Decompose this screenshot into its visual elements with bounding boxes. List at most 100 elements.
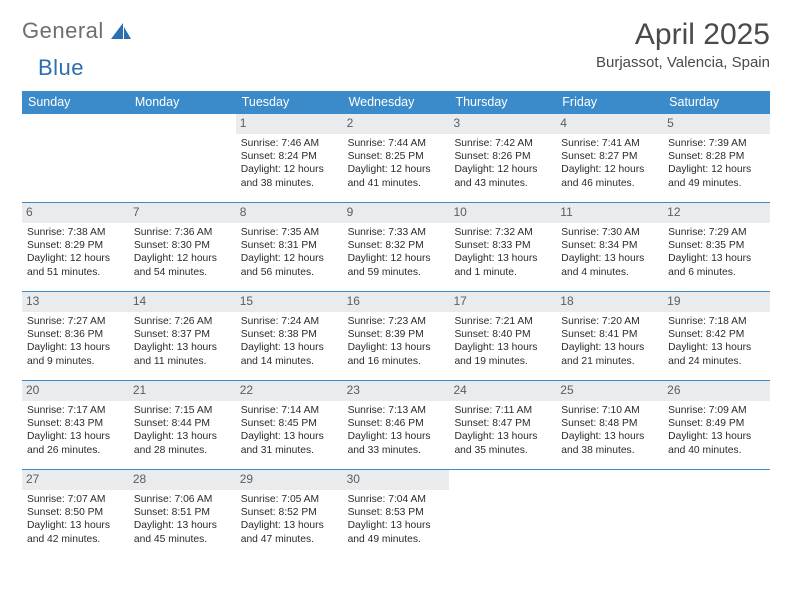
day-body: Sunrise: 7:17 AMSunset: 8:43 PMDaylight:… — [22, 401, 129, 462]
day-cell — [22, 114, 129, 202]
daylight-line1: Daylight: 12 hours — [241, 252, 338, 265]
day-cell: 21Sunrise: 7:15 AMSunset: 8:44 PMDayligh… — [129, 381, 236, 469]
day-body: Sunrise: 7:09 AMSunset: 8:49 PMDaylight:… — [663, 401, 770, 462]
daylight-line1: Daylight: 13 hours — [561, 252, 658, 265]
daylight-line2: and 43 minutes. — [454, 177, 551, 190]
day-number: 1 — [236, 114, 343, 134]
sunrise-text: Sunrise: 7:23 AM — [348, 315, 445, 328]
day-body: Sunrise: 7:24 AMSunset: 8:38 PMDaylight:… — [236, 312, 343, 373]
day-body: Sunrise: 7:30 AMSunset: 8:34 PMDaylight:… — [556, 223, 663, 284]
daylight-line2: and 33 minutes. — [348, 444, 445, 457]
sunrise-text: Sunrise: 7:38 AM — [27, 226, 124, 239]
sunset-text: Sunset: 8:44 PM — [134, 417, 231, 430]
day-number: 15 — [236, 292, 343, 312]
daylight-line1: Daylight: 12 hours — [668, 163, 765, 176]
day-cell — [449, 470, 556, 558]
brand-word2: Blue — [38, 55, 84, 80]
day-number: 4 — [556, 114, 663, 134]
day-number: 22 — [236, 381, 343, 401]
daylight-line2: and 28 minutes. — [134, 444, 231, 457]
sunset-text: Sunset: 8:32 PM — [348, 239, 445, 252]
week-row: 6Sunrise: 7:38 AMSunset: 8:29 PMDaylight… — [22, 202, 770, 291]
day-body: Sunrise: 7:29 AMSunset: 8:35 PMDaylight:… — [663, 223, 770, 284]
sunrise-text: Sunrise: 7:05 AM — [241, 493, 338, 506]
sunrise-text: Sunrise: 7:33 AM — [348, 226, 445, 239]
day-cell: 10Sunrise: 7:32 AMSunset: 8:33 PMDayligh… — [449, 203, 556, 291]
week-row: 27Sunrise: 7:07 AMSunset: 8:50 PMDayligh… — [22, 469, 770, 558]
day-cell: 5Sunrise: 7:39 AMSunset: 8:28 PMDaylight… — [663, 114, 770, 202]
title-block: April 2025 Burjassot, Valencia, Spain — [596, 18, 770, 71]
daylight-line2: and 51 minutes. — [27, 266, 124, 279]
sunrise-text: Sunrise: 7:36 AM — [134, 226, 231, 239]
daylight-line2: and 16 minutes. — [348, 355, 445, 368]
day-number: 18 — [556, 292, 663, 312]
day-number: 17 — [449, 292, 556, 312]
daylight-line1: Daylight: 13 hours — [27, 519, 124, 532]
daylight-line1: Daylight: 13 hours — [454, 341, 551, 354]
day-number: 13 — [22, 292, 129, 312]
day-number: 28 — [129, 470, 236, 490]
day-number: 27 — [22, 470, 129, 490]
daylight-line1: Daylight: 13 hours — [561, 341, 658, 354]
sunset-text: Sunset: 8:27 PM — [561, 150, 658, 163]
day-cell: 3Sunrise: 7:42 AMSunset: 8:26 PMDaylight… — [449, 114, 556, 202]
day-body: Sunrise: 7:14 AMSunset: 8:45 PMDaylight:… — [236, 401, 343, 462]
daylight-line2: and 21 minutes. — [561, 355, 658, 368]
day-cell: 29Sunrise: 7:05 AMSunset: 8:52 PMDayligh… — [236, 470, 343, 558]
sunset-text: Sunset: 8:33 PM — [454, 239, 551, 252]
daylight-line2: and 26 minutes. — [27, 444, 124, 457]
sunrise-text: Sunrise: 7:21 AM — [454, 315, 551, 328]
sunset-text: Sunset: 8:49 PM — [668, 417, 765, 430]
day-cell: 28Sunrise: 7:06 AMSunset: 8:51 PMDayligh… — [129, 470, 236, 558]
day-number — [556, 470, 663, 490]
sunrise-text: Sunrise: 7:18 AM — [668, 315, 765, 328]
sunrise-text: Sunrise: 7:04 AM — [348, 493, 445, 506]
day-body: Sunrise: 7:46 AMSunset: 8:24 PMDaylight:… — [236, 134, 343, 195]
day-body: Sunrise: 7:26 AMSunset: 8:37 PMDaylight:… — [129, 312, 236, 373]
day-number: 16 — [343, 292, 450, 312]
sunrise-text: Sunrise: 7:15 AM — [134, 404, 231, 417]
day-cell — [556, 470, 663, 558]
dow-saturday: Saturday — [663, 91, 770, 114]
daylight-line1: Daylight: 13 hours — [348, 341, 445, 354]
sunset-text: Sunset: 8:25 PM — [348, 150, 445, 163]
sunrise-text: Sunrise: 7:17 AM — [27, 404, 124, 417]
daylight-line2: and 54 minutes. — [134, 266, 231, 279]
sunset-text: Sunset: 8:39 PM — [348, 328, 445, 341]
daylight-line2: and 46 minutes. — [561, 177, 658, 190]
daylight-line1: Daylight: 12 hours — [27, 252, 124, 265]
sunset-text: Sunset: 8:28 PM — [668, 150, 765, 163]
day-cell: 26Sunrise: 7:09 AMSunset: 8:49 PMDayligh… — [663, 381, 770, 469]
daylight-line1: Daylight: 13 hours — [27, 341, 124, 354]
day-number — [22, 114, 129, 134]
sunrise-text: Sunrise: 7:46 AM — [241, 137, 338, 150]
daylight-line2: and 40 minutes. — [668, 444, 765, 457]
day-body: Sunrise: 7:42 AMSunset: 8:26 PMDaylight:… — [449, 134, 556, 195]
day-number: 19 — [663, 292, 770, 312]
day-body: Sunrise: 7:41 AMSunset: 8:27 PMDaylight:… — [556, 134, 663, 195]
daylight-line1: Daylight: 12 hours — [454, 163, 551, 176]
daylight-line2: and 1 minute. — [454, 266, 551, 279]
sunrise-text: Sunrise: 7:13 AM — [348, 404, 445, 417]
dow-wednesday: Wednesday — [343, 91, 450, 114]
day-number: 3 — [449, 114, 556, 134]
daylight-line1: Daylight: 12 hours — [134, 252, 231, 265]
daylight-line2: and 47 minutes. — [241, 533, 338, 546]
daylight-line2: and 31 minutes. — [241, 444, 338, 457]
week-row: 20Sunrise: 7:17 AMSunset: 8:43 PMDayligh… — [22, 380, 770, 469]
dow-tuesday: Tuesday — [236, 91, 343, 114]
day-body: Sunrise: 7:39 AMSunset: 8:28 PMDaylight:… — [663, 134, 770, 195]
sunset-text: Sunset: 8:24 PM — [241, 150, 338, 163]
daylight-line2: and 14 minutes. — [241, 355, 338, 368]
month-title: April 2025 — [596, 18, 770, 52]
dow-sunday: Sunday — [22, 91, 129, 114]
day-number — [449, 470, 556, 490]
daylight-line1: Daylight: 13 hours — [134, 430, 231, 443]
day-cell: 6Sunrise: 7:38 AMSunset: 8:29 PMDaylight… — [22, 203, 129, 291]
sunrise-text: Sunrise: 7:39 AM — [668, 137, 765, 150]
day-body: Sunrise: 7:10 AMSunset: 8:48 PMDaylight:… — [556, 401, 663, 462]
day-number: 8 — [236, 203, 343, 223]
sunset-text: Sunset: 8:40 PM — [454, 328, 551, 341]
day-cell: 14Sunrise: 7:26 AMSunset: 8:37 PMDayligh… — [129, 292, 236, 380]
day-number: 29 — [236, 470, 343, 490]
